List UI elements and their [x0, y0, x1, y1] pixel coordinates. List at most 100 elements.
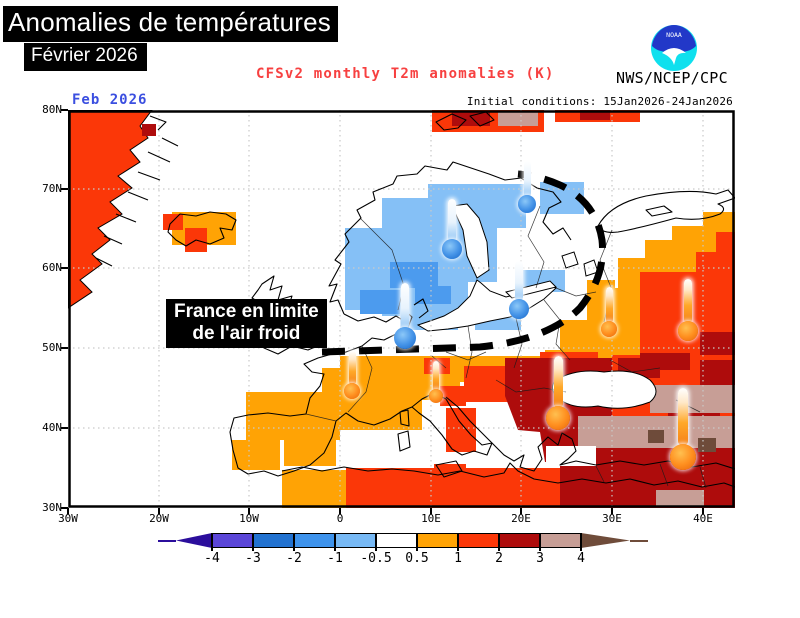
lon-axis-label: 20E — [511, 512, 531, 525]
colorbar-segment — [335, 533, 376, 548]
colorbar-segment — [376, 533, 417, 548]
lon-axis-tick — [520, 508, 522, 514]
lat-axis-label: 30N — [42, 501, 62, 514]
colorbar-segment — [417, 533, 458, 548]
colorbar-left-tail — [158, 539, 176, 542]
colorbar-tick — [498, 533, 500, 551]
lat-axis-label: 50N — [42, 341, 62, 354]
colorbar-tick — [252, 533, 254, 551]
cold-thermometer-icon — [515, 261, 523, 301]
colorbar-right-tail — [630, 539, 648, 542]
colorbar-tick-label: -3 — [245, 551, 261, 566]
warm-thermometer-bulb-icon — [678, 321, 698, 341]
colorbar-segment — [253, 533, 294, 548]
lat-axis-tick — [61, 188, 68, 190]
lon-axis-label: 20W — [149, 512, 169, 525]
warm-thermometer-icon — [605, 287, 613, 323]
colorbar-segment — [212, 533, 253, 548]
lat-axis-label: 80N — [42, 103, 62, 116]
lon-axis-label: 40E — [693, 512, 713, 525]
colorbar-tick-label: 0.5 — [405, 551, 429, 566]
lon-axis-label: 10E — [421, 512, 441, 525]
lon-axis-tick — [339, 508, 341, 514]
anomaly-colorbar-legend: -4 -3 -2 -1 -0.5 0.5 1 2 3 4 — [158, 533, 648, 566]
colorbar-tick-label: -4 — [204, 551, 220, 566]
cold-thermometer-icon — [448, 199, 456, 241]
colorbar-segment — [294, 533, 335, 548]
model-run-title: CFSv2 monthly T2m anomalies (K) — [256, 66, 555, 82]
noaa-logo-text: NOAA — [666, 31, 682, 39]
colorbar-tick — [539, 533, 541, 551]
lon-axis-label: 30E — [602, 512, 622, 525]
noaa-logo-icon: NOAA — [651, 25, 697, 71]
colorbar-tick-label: -0.5 — [360, 551, 392, 566]
map-month-label: Feb 2026 — [72, 92, 148, 108]
colorbar-tick — [334, 533, 336, 551]
colorbar-left-arrow — [176, 533, 212, 548]
lon-axis-tick — [158, 508, 160, 514]
lat-axis-tick — [61, 347, 68, 349]
lon-axis-label: 10W — [239, 512, 259, 525]
colorbar-tick-label: 4 — [577, 551, 585, 566]
lat-axis-tick — [61, 427, 68, 429]
warm-thermometer-icon — [678, 388, 688, 446]
cold-thermometer-bulb-icon — [509, 299, 529, 319]
lat-axis-label: 60N — [42, 261, 62, 274]
colorbar-right-arrow — [581, 533, 630, 548]
temperature-anomaly-map — [68, 110, 735, 508]
cold-thermometer-bulb-icon — [518, 195, 536, 213]
lat-axis-label: 70N — [42, 182, 62, 195]
colorbar-tick-label: 1 — [454, 551, 462, 566]
lon-axis-tick — [430, 508, 432, 514]
cold-thermometer-bulb-icon — [442, 239, 462, 259]
lon-axis-tick — [67, 508, 69, 514]
colorbar-tick — [211, 533, 213, 551]
lat-axis-label: 40N — [42, 421, 62, 434]
lon-axis-label: 30W — [58, 512, 78, 525]
colorbar-tick-label: -1 — [327, 551, 343, 566]
cold-thermometer-bulb-icon — [394, 327, 416, 349]
sea-areas — [416, 203, 657, 466]
warm-thermometer-bulb-icon — [429, 389, 443, 403]
lon-axis-tick — [248, 508, 250, 514]
annotation-line-2: de l'air froid — [192, 323, 301, 344]
warm-thermometer-bulb-icon — [601, 321, 617, 337]
anomaly-cells-mediumblue — [360, 262, 451, 314]
cold-thermometer-icon — [523, 161, 531, 197]
page-subtitle-date: Février 2026 — [24, 43, 147, 71]
lat-axis-tick — [61, 507, 68, 509]
warm-thermometer-bulb-icon — [546, 406, 570, 430]
cold-thermometer-icon — [401, 283, 409, 329]
annotation-line-1: France en limite — [174, 301, 319, 322]
warm-thermometer-icon — [553, 356, 563, 408]
colorbar-segment — [540, 533, 581, 548]
warm-thermometer-bulb-icon — [344, 383, 360, 399]
cold-air-boundary-dashed-line — [321, 170, 607, 356]
colorbar-tick — [375, 533, 377, 551]
page-title: Anomalies de températures — [3, 6, 338, 42]
colorbar-tick — [580, 533, 582, 551]
warm-thermometer-bulb-icon — [670, 444, 696, 470]
warm-thermometer-icon — [684, 279, 692, 323]
colorbar-segment — [499, 533, 540, 548]
colorbar-tick — [293, 533, 295, 551]
warm-thermometer-icon — [433, 361, 439, 391]
warm-thermometer-icon — [348, 351, 356, 385]
colorbar-tick — [416, 533, 418, 551]
map-frame — [68, 110, 735, 508]
lon-axis-label: 0 — [336, 512, 344, 525]
colorbar-tick — [457, 533, 459, 551]
colorbar-segment — [458, 533, 499, 548]
initial-conditions-label: Initial conditions: 15Jan2026-24Jan2026 — [466, 95, 733, 108]
france-cold-air-annotation: France en limite de l'air froid — [166, 299, 327, 348]
country-borders — [305, 205, 707, 489]
lon-axis-tick — [611, 508, 613, 514]
lat-axis-tick — [61, 109, 68, 111]
lat-axis-tick — [61, 267, 68, 269]
colorbar-tick-label: -2 — [286, 551, 302, 566]
colorbar-tick-label: 3 — [536, 551, 544, 566]
lon-axis-tick — [702, 508, 704, 514]
agency-label: NWS/NCEP/CPC — [616, 69, 728, 87]
colorbar-tick-label: 2 — [495, 551, 503, 566]
